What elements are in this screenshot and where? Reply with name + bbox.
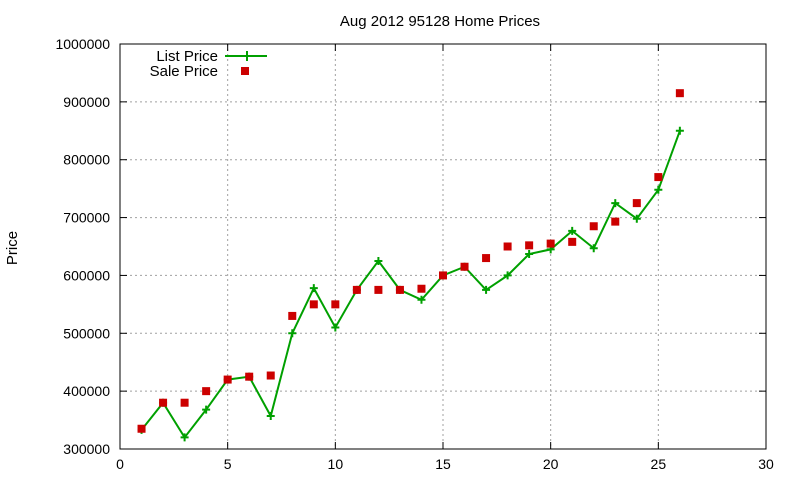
- sale-price-point: [589, 222, 598, 231]
- sale-price-point: [460, 262, 469, 271]
- x-tick-label: 30: [758, 456, 774, 472]
- list-price-point: [374, 256, 383, 265]
- legend-marker-list-price: [242, 51, 252, 61]
- sale-price-point: [611, 217, 620, 226]
- sale-price-point: [245, 372, 254, 381]
- list-price-point: [331, 323, 340, 332]
- sale-price-point: [546, 239, 555, 248]
- x-tick-label: 25: [651, 456, 667, 472]
- y-tick-label: 500000: [63, 325, 110, 341]
- legend-label-list-price: List Price: [156, 48, 218, 65]
- sale-price-point: [309, 300, 318, 309]
- x-tick-label: 20: [543, 456, 559, 472]
- x-tick-label: 15: [435, 456, 451, 472]
- y-tick-label: 800000: [63, 152, 110, 168]
- sale-price-point: [374, 285, 383, 294]
- plot-area: [137, 89, 684, 442]
- x-tick-label: 5: [224, 456, 232, 472]
- sale-price-point: [202, 387, 211, 396]
- list-price-point: [202, 405, 211, 414]
- list-price-point: [309, 284, 318, 293]
- list-price-point: [266, 412, 275, 421]
- y-tick-label: 300000: [63, 441, 110, 457]
- y-tick-label: 900000: [63, 94, 110, 110]
- sale-price-point: [439, 271, 447, 280]
- grid: [120, 44, 766, 449]
- chart-title: Aug 2012 95128 Home Prices: [340, 13, 540, 30]
- sale-price-point: [352, 285, 361, 294]
- sale-price-point: [331, 300, 340, 309]
- y-tick-label: 700000: [63, 210, 110, 226]
- sale-price-point: [288, 311, 297, 320]
- list-price-point: [568, 226, 577, 235]
- list-price-point: [589, 244, 598, 253]
- sale-price-point: [482, 254, 491, 263]
- y-axis-label: Price: [4, 231, 21, 265]
- list-price-point: [417, 295, 426, 304]
- list-price-point: [632, 214, 641, 223]
- list-price-point: [288, 329, 297, 338]
- x-tick-label: 10: [328, 456, 344, 472]
- list-price-point: [482, 285, 491, 294]
- sale-price-point: [568, 237, 577, 246]
- legend-label-sale-price: Sale Price: [150, 63, 218, 80]
- sale-price-point: [180, 398, 189, 407]
- sale-price-point: [266, 371, 275, 380]
- sale-price-point: [417, 284, 426, 293]
- sale-price-point: [503, 242, 512, 251]
- sale-price-point: [525, 241, 534, 250]
- list-price-point: [525, 250, 534, 259]
- list-price-point: [654, 185, 663, 194]
- plot-frame: [119, 43, 767, 450]
- list-price-point: [180, 433, 189, 442]
- sale-price-point: [632, 199, 641, 208]
- x-tick-label: 0: [116, 456, 124, 472]
- axis-ticks: 300000 400000 500000 600000 700000 800000 9000…: [55, 36, 774, 472]
- legend: List Price Sale Price: [150, 48, 267, 80]
- sale-price-point: [395, 285, 404, 294]
- y-tick-label: 1000000: [55, 36, 110, 52]
- sale-price-point: [159, 398, 168, 407]
- list-price-point: [611, 199, 620, 208]
- sale-price-point: [675, 89, 684, 98]
- y-tick-label: 400000: [63, 383, 110, 399]
- list-price-point: [675, 126, 684, 135]
- y-tick-label: 600000: [63, 267, 110, 283]
- sale-price-point: [654, 173, 663, 182]
- sale-price-point: [223, 375, 232, 384]
- legend-marker-sale-price: [241, 67, 249, 75]
- list-price-point: [503, 271, 512, 280]
- sale-price-point: [137, 424, 146, 433]
